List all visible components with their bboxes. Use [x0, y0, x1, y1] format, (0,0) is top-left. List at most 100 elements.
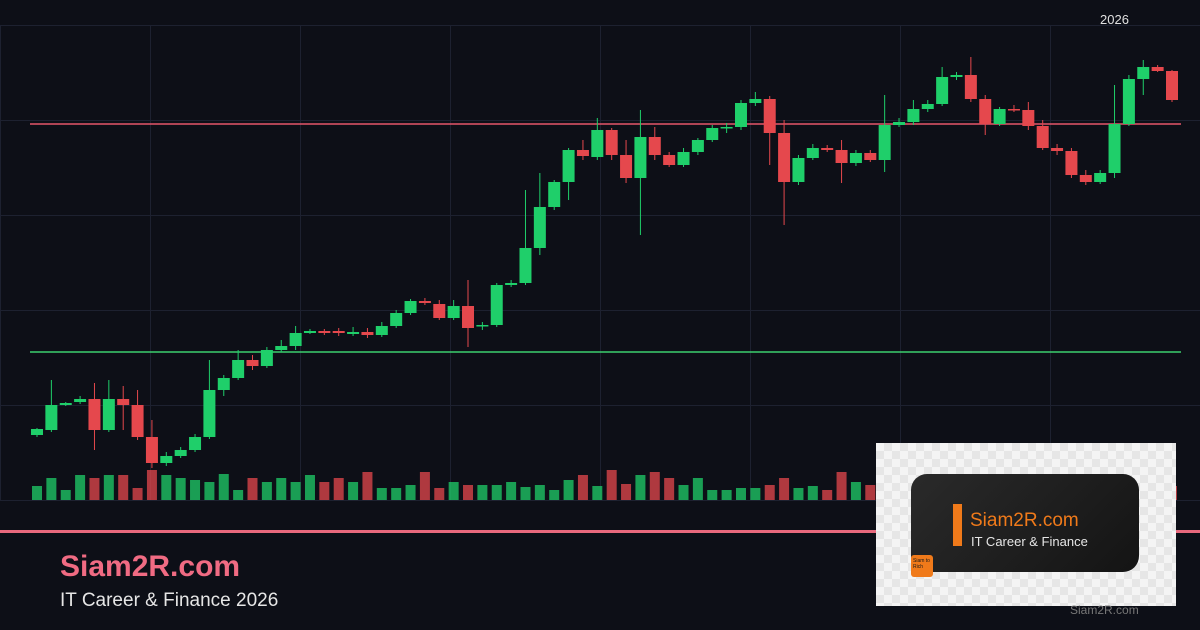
- candle-body: [31, 429, 43, 435]
- volume-bar: [276, 478, 287, 500]
- volume-bar: [649, 472, 660, 500]
- volume-bar: [635, 475, 646, 500]
- candle-body: [476, 325, 489, 327]
- candle-body: [993, 109, 1006, 124]
- candle-body: [720, 127, 733, 129]
- volume-bar: [520, 487, 531, 500]
- candle-body: [893, 122, 906, 125]
- volume-bar: [32, 486, 42, 500]
- candle-body: [347, 332, 360, 334]
- candle-body: [404, 301, 417, 313]
- candle-body: [505, 283, 518, 285]
- volume-bar: [118, 475, 129, 500]
- candle-body: [778, 133, 791, 182]
- candle-body: [145, 437, 158, 463]
- volume-bar: [534, 485, 545, 500]
- volume-bar: [692, 478, 703, 500]
- volume-bar: [304, 475, 315, 500]
- candle-body: [1122, 79, 1135, 124]
- volume-bar: [678, 485, 689, 500]
- candle-body: [131, 405, 144, 437]
- candle-body: [734, 103, 747, 127]
- volume-bar: [850, 482, 861, 500]
- candle-body: [490, 285, 503, 325]
- candle-body: [605, 130, 618, 155]
- logo-title: Siam2R.com: [970, 510, 1079, 531]
- volume-bar: [735, 488, 746, 500]
- candle-body: [620, 155, 633, 178]
- candle-body: [59, 403, 72, 405]
- candle-body: [806, 148, 819, 158]
- candle-body: [964, 75, 977, 99]
- candle-body: [203, 390, 216, 437]
- volume-bar: [391, 488, 402, 500]
- volume-bar: [247, 478, 258, 500]
- volume-bar: [218, 474, 229, 500]
- volume-bar: [175, 478, 186, 500]
- candle-body: [691, 140, 704, 152]
- candle-body: [763, 99, 776, 133]
- volume-bar: [563, 480, 574, 500]
- volume-bar: [362, 472, 373, 500]
- candle-body: [548, 182, 561, 207]
- volume-bar: [60, 490, 71, 500]
- volume-bar: [448, 482, 459, 500]
- volume-bar: [836, 472, 847, 500]
- candle-body: [1137, 67, 1150, 79]
- candle-body: [878, 125, 891, 160]
- candle-body: [375, 326, 388, 335]
- candle-body: [260, 350, 273, 366]
- candle-body: [447, 306, 460, 318]
- candle-body: [1108, 124, 1121, 173]
- candle-body: [318, 331, 331, 333]
- volume-bar: [46, 478, 57, 500]
- volume-bar: [405, 485, 416, 500]
- candle-body: [921, 104, 934, 109]
- candle-body: [648, 137, 661, 155]
- candle-body: [174, 450, 187, 456]
- candle-body: [533, 207, 546, 248]
- tagline: IT Career & Finance 2026: [60, 590, 279, 611]
- candle-body: [117, 399, 130, 405]
- volume-bar: [161, 475, 172, 500]
- volume-bar: [261, 482, 272, 500]
- volume-bar: [477, 485, 488, 500]
- candle-body: [677, 152, 690, 165]
- candle-body: [332, 331, 345, 333]
- volume-bar: [75, 475, 86, 500]
- candle-body: [1094, 173, 1107, 182]
- volume-bar: [506, 482, 517, 500]
- candle-body: [217, 378, 230, 390]
- candle-body: [390, 313, 403, 326]
- logo: Siam2R.com IT Career & Finance Siam to R…: [876, 443, 1176, 606]
- volume-bar: [664, 478, 675, 500]
- volume-bar: [764, 485, 775, 500]
- candle-body: [462, 306, 475, 328]
- candle-body: [1079, 175, 1092, 182]
- volume-bar: [793, 488, 804, 500]
- candle-body: [979, 99, 992, 124]
- logo-badge: Siam to Rich: [911, 555, 933, 577]
- candle-body: [246, 360, 259, 366]
- candle-body: [433, 304, 446, 318]
- candle-body: [160, 456, 173, 463]
- candle-body: [519, 248, 532, 283]
- candle-body: [303, 331, 316, 333]
- volume-bar: [549, 490, 560, 500]
- candle-body: [74, 399, 87, 402]
- candle-body: [1166, 71, 1178, 100]
- candle-body: [1051, 148, 1064, 151]
- candle-body: [418, 301, 431, 303]
- volume-bar: [146, 470, 157, 500]
- volume-bar: [319, 482, 330, 500]
- candle-body: [1036, 126, 1049, 148]
- volume-bar: [233, 490, 244, 500]
- divider: [0, 530, 1200, 533]
- candle-body: [562, 150, 575, 182]
- candle-body: [102, 399, 115, 430]
- candle-body: [289, 333, 302, 346]
- volume-bar: [592, 486, 603, 500]
- volume-bar: [89, 478, 100, 500]
